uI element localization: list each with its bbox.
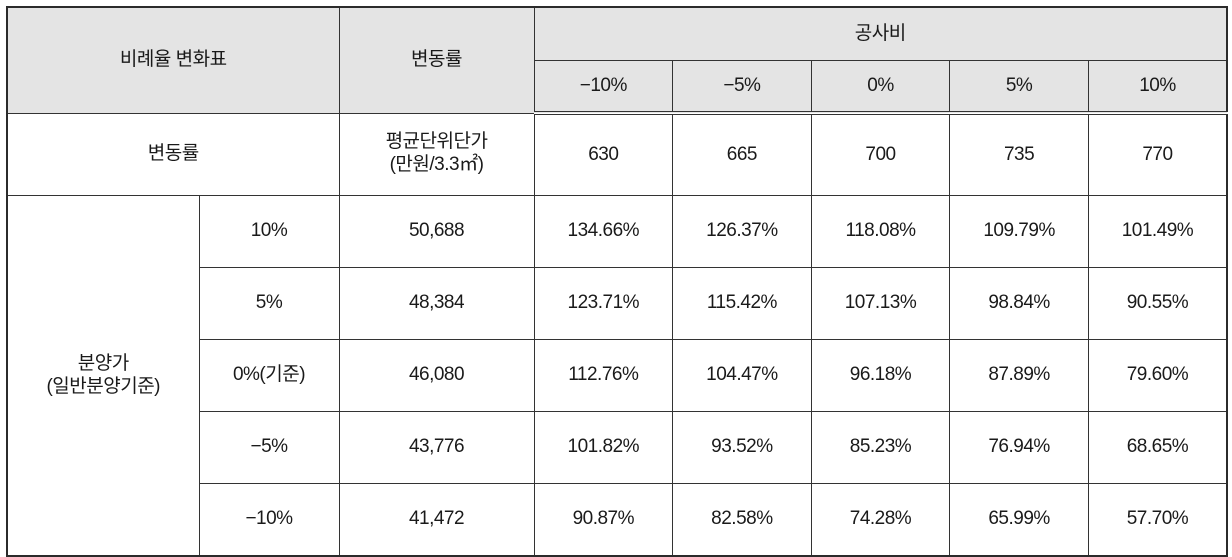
sale-price-group-label: 분양가 (일반분양기준) xyxy=(6,195,200,557)
ratio-cell: 68.65% xyxy=(1087,411,1228,484)
unit-price-row: 변동률 평균단위단가 (만원/3.3㎡) 630 665 700 735 770 xyxy=(6,112,1228,196)
ratio-cell: 98.84% xyxy=(949,267,1089,340)
ratio-cell: 104.47% xyxy=(672,339,812,412)
ratio-cell: 87.89% xyxy=(949,339,1089,412)
ratio-cell: 118.08% xyxy=(810,195,951,268)
ratio-cell: 101.49% xyxy=(1087,195,1228,268)
ratio-cell: 126.37% xyxy=(672,195,812,268)
ratio-cell: 93.52% xyxy=(672,411,812,484)
cost-value-cell: 630 xyxy=(533,112,674,196)
sale-change-cell: −10% xyxy=(198,483,340,557)
header-row-1: 비례율 변화표 변동률 공사비 xyxy=(6,6,1228,114)
cost-value-cell: 735 xyxy=(949,112,1089,196)
ratio-cell: 90.87% xyxy=(533,483,674,557)
price-label-line2: (만원/3.3㎡) xyxy=(389,154,484,176)
ratio-cell: 112.76% xyxy=(533,339,674,412)
cost-change-header: −5% xyxy=(672,60,812,115)
table-row: −5% 43,776 101.82% 93.52% 85.23% 76.94% … xyxy=(7,411,1228,484)
sale-price-cell: 50,688 xyxy=(338,195,535,268)
ratio-cell: 96.18% xyxy=(810,339,951,412)
ratio-cell: 65.99% xyxy=(949,483,1089,557)
table-title-cell: 비례율 변화표 xyxy=(6,6,340,114)
sale-change-cell: −5% xyxy=(198,411,340,484)
ratio-cell: 82.58% xyxy=(672,483,812,557)
table-row: 0%(기준) 46,080 112.76% 104.47% 96.18% 87.… xyxy=(7,339,1228,412)
sensitivity-table: 비례율 변화표 변동률 공사비 −10% −5% 0% 5% 10% 변동률 평… xyxy=(6,6,1229,557)
sale-price-cell: 41,472 xyxy=(338,483,535,557)
ratio-cell: 123.71% xyxy=(533,267,674,340)
ratio-cell: 115.42% xyxy=(672,267,812,340)
cost-change-header: 5% xyxy=(949,60,1089,115)
sale-price-cell: 43,776 xyxy=(338,411,535,484)
cost-change-header: −10% xyxy=(533,60,674,115)
cost-change-header: 10% xyxy=(1087,60,1228,115)
ratio-cell: 101.82% xyxy=(533,411,674,484)
cost-value-cell: 770 xyxy=(1087,112,1228,196)
construction-cost-header: 공사비 xyxy=(533,6,1228,61)
unit-row-label: 변동률 xyxy=(6,112,340,196)
ratio-cell: 74.28% xyxy=(810,483,951,557)
ratio-cell: 107.13% xyxy=(810,267,951,340)
table-row: 5% 48,384 123.71% 115.42% 107.13% 98.84%… xyxy=(7,267,1228,340)
ratio-cell: 79.60% xyxy=(1087,339,1228,412)
cost-change-header: 0% xyxy=(810,60,951,115)
price-label-line1: 평균단위단가 xyxy=(385,131,488,153)
sale-price-cell: 48,384 xyxy=(338,267,535,340)
ratio-cell: 76.94% xyxy=(949,411,1089,484)
sale-change-cell: 10% xyxy=(198,195,340,268)
sale-price-cell: 46,080 xyxy=(338,339,535,412)
sale-change-cell: 0%(기준) xyxy=(198,339,340,412)
ratio-cell: 57.70% xyxy=(1087,483,1228,557)
table-row: 분양가 (일반분양기준) 10% 50,688 134.66% 126.37% … xyxy=(6,195,1228,557)
ratio-cell: 109.79% xyxy=(949,195,1089,268)
ratio-cell: 90.55% xyxy=(1087,267,1228,340)
average-unit-price-label: 평균단위단가 (만원/3.3㎡) xyxy=(338,112,535,196)
ratio-cell: 85.23% xyxy=(810,411,951,484)
header-row-2: −10% −5% 0% 5% 10% xyxy=(7,60,1228,115)
sale-price-label-line1: 분양가 xyxy=(77,352,129,374)
cost-value-cell: 700 xyxy=(810,112,951,196)
sale-price-label-line2: (일반분양기준) xyxy=(46,375,161,397)
sale-change-cell: 5% xyxy=(198,267,340,340)
cost-value-cell: 665 xyxy=(672,112,812,196)
ratio-cell: 134.66% xyxy=(533,195,674,268)
change-rate-header: 변동률 xyxy=(338,6,535,114)
